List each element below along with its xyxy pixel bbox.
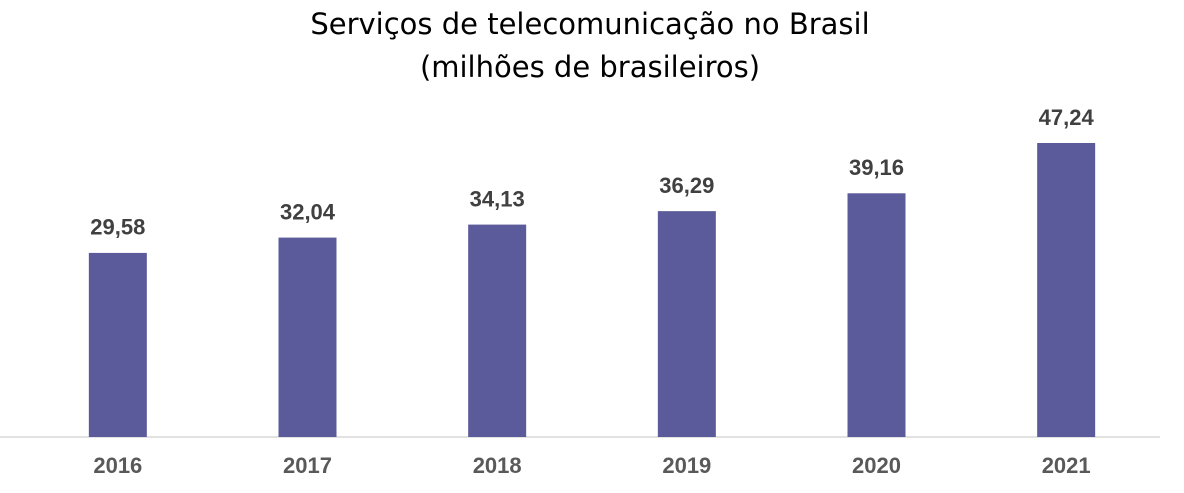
bar — [468, 224, 527, 437]
x-tick-label: 2017 — [283, 453, 332, 478]
x-tick-label: 2016 — [93, 453, 142, 478]
value-label: 39,16 — [849, 155, 904, 180]
x-tick-label: 2021 — [1042, 453, 1091, 478]
chart-subtitle: (milhões de brasileiros) — [420, 50, 760, 84]
bar — [88, 252, 147, 437]
bar — [1037, 143, 1096, 437]
value-label: 32,04 — [280, 199, 336, 224]
value-label: 36,29 — [659, 173, 714, 198]
bar — [847, 193, 906, 437]
bar — [278, 237, 337, 437]
chart-title: Serviços de telecomunicação no Brasil — [310, 7, 869, 41]
bar — [657, 211, 716, 437]
x-tick-label: 2019 — [662, 453, 711, 478]
x-tick-label: 2018 — [473, 453, 522, 478]
value-label: 34,13 — [470, 186, 525, 211]
value-label: 47,24 — [1039, 105, 1095, 130]
x-tick-label: 2020 — [852, 453, 901, 478]
value-label: 29,58 — [90, 215, 145, 240]
